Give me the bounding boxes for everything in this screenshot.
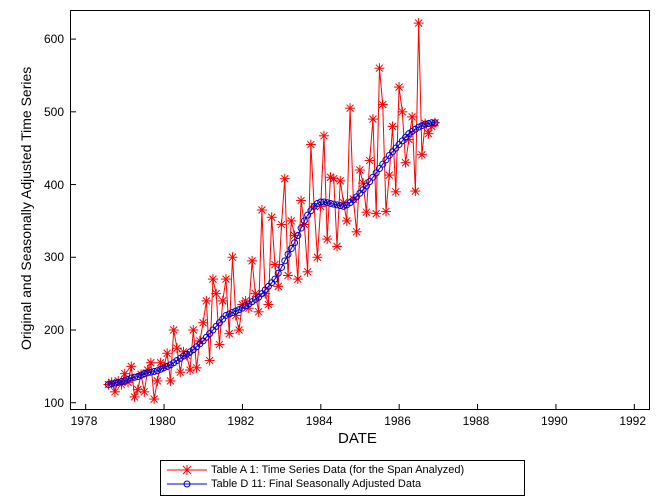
legend-label-a1: Table A 1: Time Series Data (for the Spa… (211, 463, 464, 477)
plot-area (70, 10, 650, 410)
y-tick-label: 300 (44, 250, 64, 264)
x-tick-label: 1986 (384, 414, 411, 428)
circle-line-icon (167, 478, 207, 490)
x-tick-label: 1992 (619, 414, 646, 428)
x-axis-title: DATE (338, 430, 377, 447)
y-tick-label: 400 (44, 178, 64, 192)
x-tick-label: 1984 (306, 414, 333, 428)
time-series-chart: Original and Seasonally Adjusted Time Se… (0, 0, 666, 500)
x-tick-label: 1982 (227, 414, 254, 428)
y-tick-label: 100 (44, 396, 64, 410)
x-tick-label: 1980 (149, 414, 176, 428)
y-tick-label: 200 (44, 323, 64, 337)
y-tick-label: 500 (44, 105, 64, 119)
y-tick-label: 600 (44, 32, 64, 46)
legend-item-d11: Table D 11: Final Seasonally Adjusted Da… (167, 477, 518, 491)
legend-item-a1: Table A 1: Time Series Data (for the Spa… (167, 463, 518, 477)
x-tick-label: 1990 (541, 414, 568, 428)
asterisk-line-icon (167, 464, 207, 476)
legend: Table A 1: Time Series Data (for the Spa… (160, 460, 525, 496)
x-tick-label: 1978 (71, 414, 98, 428)
y-axis-title: Original and Seasonally Adjusted Time Se… (18, 67, 34, 350)
legend-label-d11: Table D 11: Final Seasonally Adjusted Da… (211, 477, 421, 491)
x-tick-label: 1988 (463, 414, 490, 428)
